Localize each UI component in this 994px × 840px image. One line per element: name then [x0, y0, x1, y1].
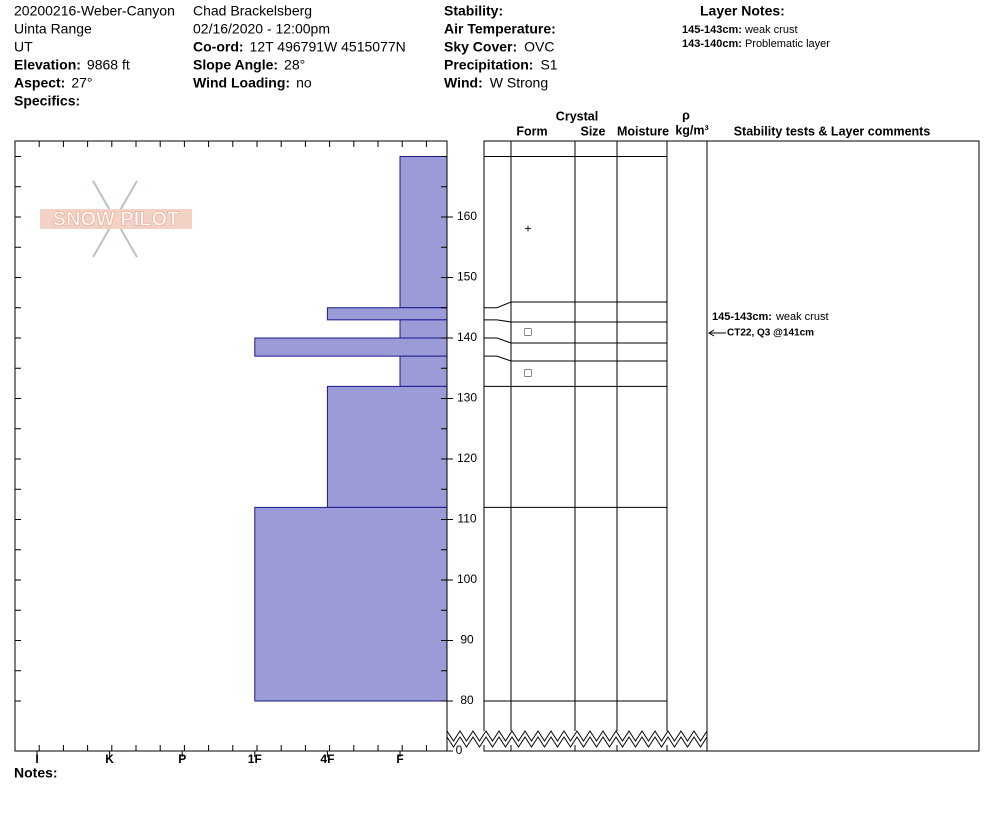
hardness-bar — [399, 319, 448, 339]
column-header: Stability tests & Layer comments — [734, 124, 931, 138]
header-value: 27° — [71, 75, 92, 91]
header-value: 9868 ft — [87, 57, 130, 73]
header-text: 20200216-Weber-Canyon — [14, 3, 175, 19]
header-label: Sky Cover: — [444, 39, 517, 55]
hardness-bar — [399, 156, 448, 309]
height-tick-label: 150 — [457, 270, 477, 284]
height-tick-label: 120 — [457, 451, 477, 465]
layer-table-frame — [483, 140, 980, 752]
header-value: W Strong — [490, 75, 548, 91]
hardness-bar — [254, 337, 448, 357]
hardness-bar — [326, 385, 448, 508]
header-label: Slope Angle: — [193, 57, 278, 73]
hardness-label: F — [396, 752, 403, 766]
grain-form: □ — [524, 325, 531, 339]
logo-text: SNOW PILOT — [53, 208, 180, 230]
test-arrow-head — [708, 329, 715, 337]
hardness-label: 1F — [248, 752, 262, 766]
layer-notes-title: Layer Notes: — [700, 3, 785, 19]
header-label: Co-ord: — [193, 39, 244, 55]
notes-label: Notes: — [14, 765, 58, 781]
header-label: Stability: — [444, 3, 503, 19]
layer-line — [484, 337, 667, 344]
column-header: ρ — [682, 108, 690, 122]
layer-note-label: 145-143cm: — [682, 24, 742, 36]
height-tick-label: 90 — [460, 633, 474, 647]
height-tick-label: 140 — [457, 330, 477, 344]
grain-form: + — [524, 222, 531, 236]
stability-test: CT22, Q3 @141cm — [727, 328, 814, 339]
hardness-bar — [399, 355, 448, 387]
header-value: S1 — [540, 57, 557, 73]
hardness-label: I — [35, 752, 38, 766]
layer-note-text: Problematic layer — [745, 38, 830, 50]
layer-note-text: weak crust — [744, 24, 798, 36]
height-tick-label: 100 — [457, 572, 477, 586]
break-line — [446, 736, 708, 748]
column-header: Size — [580, 124, 605, 138]
header-label: Wind Loading: — [193, 75, 290, 91]
height-tick-label: 160 — [457, 209, 477, 223]
hardness-frame — [14, 140, 448, 752]
header-value: OVC — [524, 39, 554, 55]
hardness-label: K — [105, 752, 114, 766]
layer-line — [484, 301, 667, 309]
height-tick-label: 110 — [457, 512, 476, 526]
hardness-bar — [326, 307, 448, 321]
header-label: Wind: — [444, 75, 483, 91]
header-text: Uinta Range — [14, 21, 92, 37]
logo-band — [40, 209, 192, 229]
ground-tick-label: 0 — [456, 743, 463, 757]
comment-label: 145-143cm: — [712, 311, 772, 323]
layer-line — [484, 355, 667, 362]
header-label: Aspect: — [14, 75, 65, 91]
header-label: Air Temperature: — [444, 21, 556, 37]
height-tick-label: 130 — [457, 391, 477, 405]
column-header: Form — [516, 124, 547, 138]
height-tick-label: 80 — [460, 693, 474, 707]
grain-form: □ — [524, 366, 531, 380]
hardness-label: 4F — [320, 752, 334, 766]
comment-text: weak crust — [775, 311, 829, 323]
hardness-label: P — [178, 752, 186, 766]
layer-note-label: 143-140cm: — [682, 38, 742, 50]
header-label: Elevation: — [14, 57, 81, 73]
column-header: Moisture — [617, 124, 669, 138]
header-value: no — [296, 75, 312, 91]
header-text: 02/16/2020 - 12:00pm — [193, 21, 330, 37]
header-value: 12T 496791W 4515077N — [250, 39, 406, 55]
header-text: UT — [14, 39, 33, 55]
header-label: Specifics: — [14, 93, 80, 109]
header-label: Precipitation: — [444, 57, 533, 73]
logo: SNOW PILOT — [40, 180, 192, 258]
column-header: Crystal — [556, 109, 598, 123]
break-line — [446, 730, 708, 742]
layer-line — [484, 319, 667, 323]
column-header: kg/m³ — [675, 123, 708, 137]
hardness-bar — [254, 506, 448, 702]
header-text: Chad Brackelsberg — [193, 3, 312, 19]
header-value: 28° — [284, 57, 305, 73]
axis-break — [447, 731, 707, 745]
